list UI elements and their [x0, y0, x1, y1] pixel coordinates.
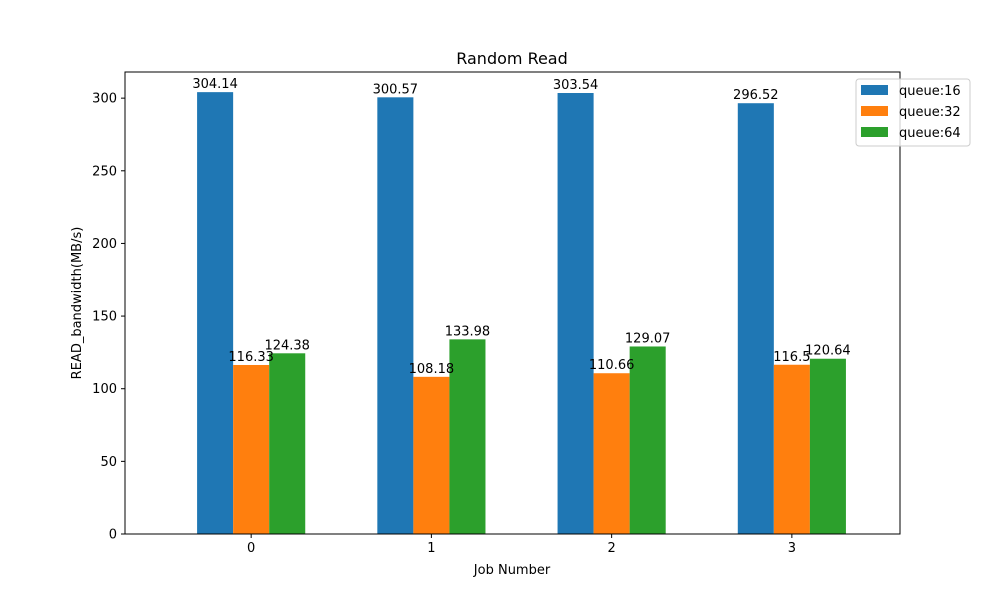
data-label: 124.38 — [264, 338, 310, 353]
legend-label: queue:64 — [899, 126, 961, 141]
bar-queue-64-job-3 — [809, 358, 846, 534]
data-label: 129.07 — [625, 331, 671, 346]
data-label: 300.57 — [373, 82, 419, 97]
x-axis-label: Job Number — [473, 563, 551, 578]
bar-queue-32-job-1 — [413, 376, 450, 534]
y-tick-label: 150 — [92, 310, 117, 325]
y-tick-label: 200 — [92, 237, 117, 252]
data-labels-layer: 304.14 300.57 303.54 296.52 116.33 108.18 110.… — [192, 77, 850, 377]
y-tick-label: 0 — [109, 528, 117, 543]
legend: queue:16 queue:32 queue:64 — [855, 78, 971, 147]
bar-queue-16-job-2 — [557, 93, 594, 534]
x-tick-label: 2 — [607, 541, 615, 556]
bar-queue-16-job-1 — [377, 97, 414, 534]
y-tick-label: 300 — [92, 92, 117, 107]
data-label: 116.5 — [773, 350, 810, 365]
legend-label: queue:32 — [899, 105, 961, 120]
bar-queue-64-job-2 — [629, 346, 666, 534]
bar-queue-16-job-0 — [197, 92, 234, 534]
data-label: 108.18 — [409, 362, 455, 377]
x-axis: 0 1 2 3 — [247, 534, 796, 556]
y-axis: 0 50 100 150 200 250 300 — [92, 92, 125, 543]
bar-queue-32-job-2 — [593, 373, 630, 534]
chart-title: Random Read — [456, 49, 568, 68]
x-tick-label: 3 — [788, 541, 796, 556]
bar-queue-16-job-3 — [737, 103, 774, 535]
legend-swatch — [861, 127, 888, 137]
data-label: 110.66 — [589, 358, 635, 373]
legend-label: queue:16 — [899, 84, 961, 99]
bar-queue-64-job-1 — [449, 339, 486, 534]
y-axis-label: READ_bandwidth(MB/s) — [70, 227, 85, 380]
x-tick-label: 0 — [247, 541, 255, 556]
data-label: 133.98 — [445, 324, 491, 339]
y-tick-label: 100 — [92, 382, 117, 397]
bar-queue-64-job-0 — [269, 353, 306, 534]
x-tick-label: 1 — [427, 541, 435, 556]
y-tick-label: 50 — [100, 455, 117, 470]
legend-swatch — [861, 106, 888, 116]
bar-queue-32-job-3 — [773, 364, 810, 534]
data-label: 304.14 — [192, 77, 238, 92]
legend-swatch — [861, 85, 888, 95]
data-label: 296.52 — [733, 88, 779, 103]
data-label: 116.33 — [228, 350, 274, 365]
data-label: 303.54 — [553, 78, 599, 93]
y-tick-label: 250 — [92, 164, 117, 179]
bar-queue-32-job-0 — [233, 364, 270, 534]
plot-frame — [124, 71, 901, 535]
data-label: 120.64 — [805, 344, 851, 359]
bars-layer — [197, 92, 846, 535]
